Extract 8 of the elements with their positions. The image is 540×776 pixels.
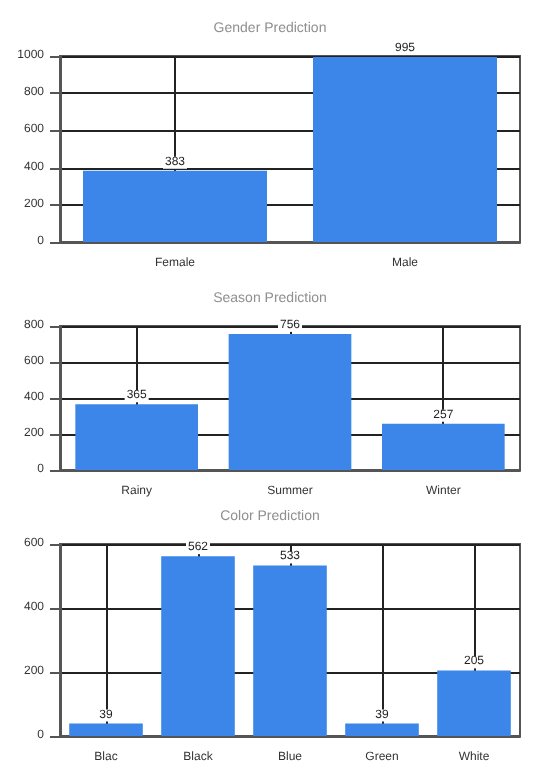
bar: [161, 556, 235, 736]
bar: [69, 723, 143, 736]
bar: [345, 723, 419, 736]
bar: [228, 333, 352, 470]
bar: [253, 565, 327, 736]
bar: [437, 670, 511, 736]
bar: [382, 423, 505, 470]
bar: [75, 404, 198, 470]
